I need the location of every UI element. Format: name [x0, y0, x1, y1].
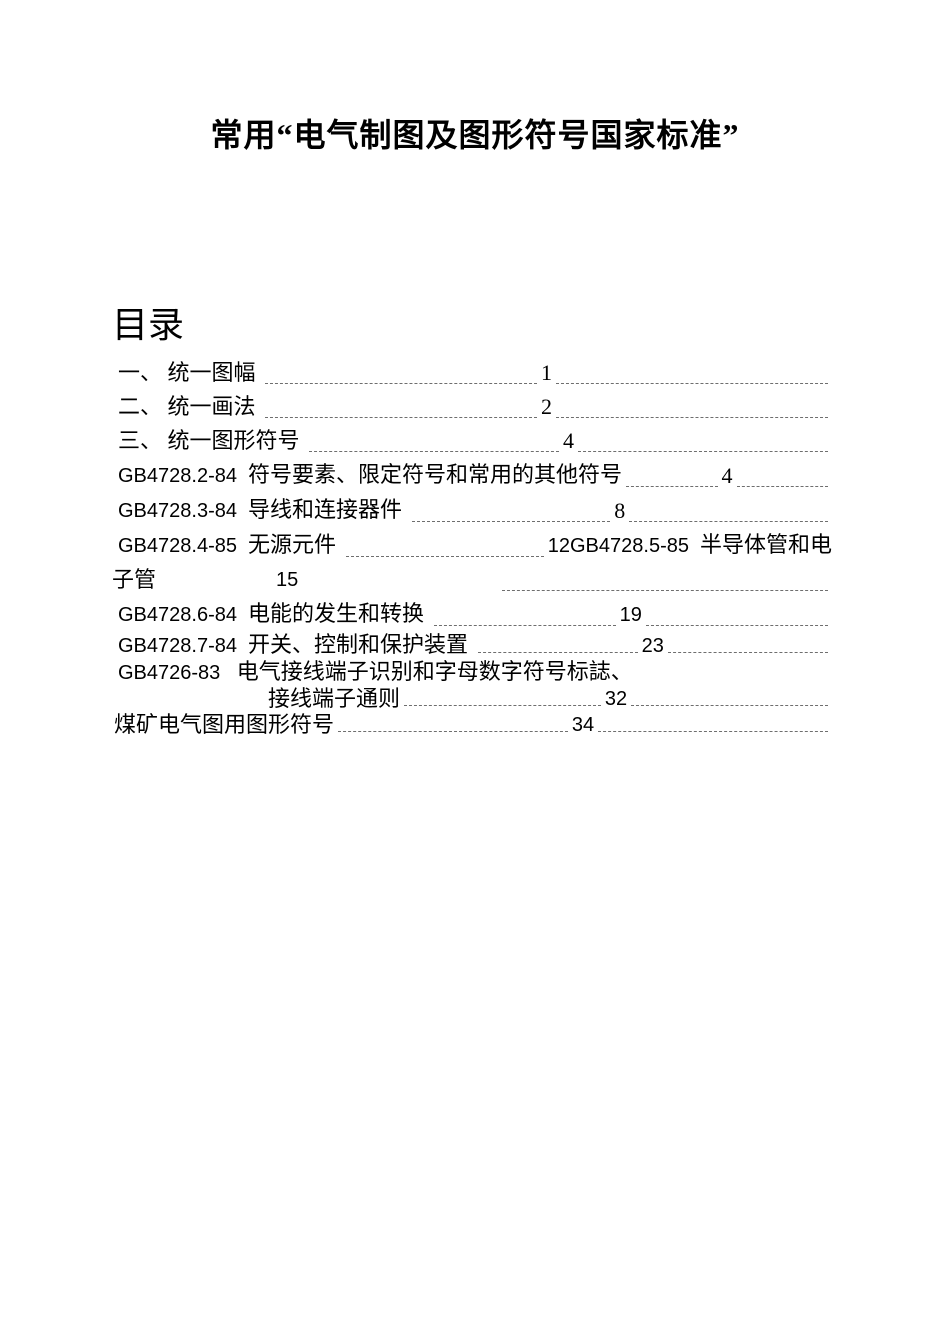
leader — [309, 450, 559, 452]
toc-page-inline: 12GB4728.5-85 半导体管和电 — [548, 528, 832, 563]
toc-page: 8 — [614, 494, 625, 528]
leader — [502, 589, 828, 591]
toc-entry-gb-26a: GB4726-83 电气接线端子识别和字母数字符号标誌、 — [118, 659, 832, 686]
toc-label: 电气接线端子识别和字母数字符号标誌、 — [237, 659, 633, 684]
leader — [478, 651, 638, 653]
toc-page: 2 — [541, 390, 552, 424]
toc-entry-coal: 煤矿电气图用图形符号 34 — [114, 712, 832, 738]
leader — [346, 555, 544, 557]
std-code: GB4728.7-84 — [118, 635, 237, 657]
toc-label: 统一图幅 — [162, 356, 261, 390]
toc-label: GB4728.7-84 开关、控制和保护装置 — [118, 632, 474, 659]
page: 常用“电气制图及图形符号国家标准” 目录 一、 统一图幅 1 二、 统一画法 2… — [0, 0, 950, 738]
toc-entry-gb-26b: 接线端子通则 32 — [118, 686, 832, 712]
title-right-quote: ” — [723, 117, 740, 153]
leader — [404, 704, 601, 706]
toc-entry-3: 三、 统一图形符号 4 — [118, 424, 832, 458]
toc-label: GB4728.2-84 符号要素、限定符号和常用的其他符号 — [118, 458, 622, 493]
std-code: GB4726-83 — [118, 662, 220, 684]
toc-label: 煤矿电气图用图形符号 — [114, 712, 334, 738]
toc-page: 15 — [276, 563, 298, 597]
toc-entry-gb-3: GB4728.3-84 导线和连接器件 8 — [118, 493, 832, 528]
leader — [629, 520, 828, 522]
toc-entry-gb-4: GB4728.4-85 无源元件 12GB4728.5-85 半导体管和电 — [118, 528, 832, 563]
leader — [434, 624, 616, 626]
toc-page: 19 — [620, 598, 642, 632]
leader — [412, 520, 611, 522]
toc-label: 子管 — [112, 563, 156, 597]
document-title: 常用“电气制图及图形符号国家标准” — [118, 110, 832, 156]
leader — [668, 651, 828, 653]
toc-heading: 目录 — [112, 296, 832, 348]
std-code: GB4728.2-84 — [118, 465, 237, 487]
toc-label: GB4728.4-85 无源元件 — [118, 528, 342, 563]
toc-entry-gb-5: 子管 15 — [112, 563, 832, 597]
leader — [556, 382, 828, 384]
toc-label: 统一图形符号 — [162, 424, 305, 458]
std-code: GB4728.4-85 — [118, 535, 237, 557]
toc-num: 三、 — [118, 424, 162, 458]
toc-entry-gb-6: GB4728.6-84 电能的发生和转换 19 — [118, 597, 832, 632]
toc-label: 接线端子通则 — [268, 686, 400, 712]
title-prefix: 常用 — [210, 117, 276, 153]
std-code: GB4728.3-84 — [118, 500, 237, 522]
toc-page: 4 — [722, 459, 733, 493]
leader — [598, 730, 828, 732]
leader — [626, 485, 718, 487]
toc-entry-2: 二、 统一画法 2 — [118, 390, 832, 424]
toc-page: 4 — [563, 424, 574, 458]
toc-num: 二、 — [118, 390, 162, 424]
leader — [556, 416, 828, 418]
toc-entry-1: 一、 统一图幅 1 — [118, 356, 832, 390]
toc-num: 一、 — [118, 356, 162, 390]
leader — [578, 450, 828, 452]
leader — [265, 382, 537, 384]
std-code: GB4728.6-84 — [118, 604, 237, 626]
leader — [646, 624, 828, 626]
leader — [265, 416, 537, 418]
toc-page: 1 — [541, 356, 552, 390]
leader — [631, 704, 828, 706]
title-left-quote: “ — [277, 117, 294, 153]
leader — [737, 485, 829, 487]
toc-entry-gb-2: GB4728.2-84 符号要素、限定符号和常用的其他符号 4 — [118, 458, 832, 493]
toc-label: GB4728.3-84 导线和连接器件 — [118, 493, 408, 528]
toc-entry-gb-7: GB4728.7-84 开关、控制和保护装置 23 — [118, 632, 832, 659]
toc-page: 34 — [572, 712, 594, 738]
toc-label: 统一画法 — [162, 390, 261, 424]
toc-label: GB4728.6-84 电能的发生和转换 — [118, 597, 430, 632]
leader — [338, 730, 568, 732]
toc-page: 23 — [642, 633, 664, 659]
toc-page: 32 — [605, 686, 627, 712]
title-core: 电气制图及图形符号国家标准 — [294, 117, 723, 153]
